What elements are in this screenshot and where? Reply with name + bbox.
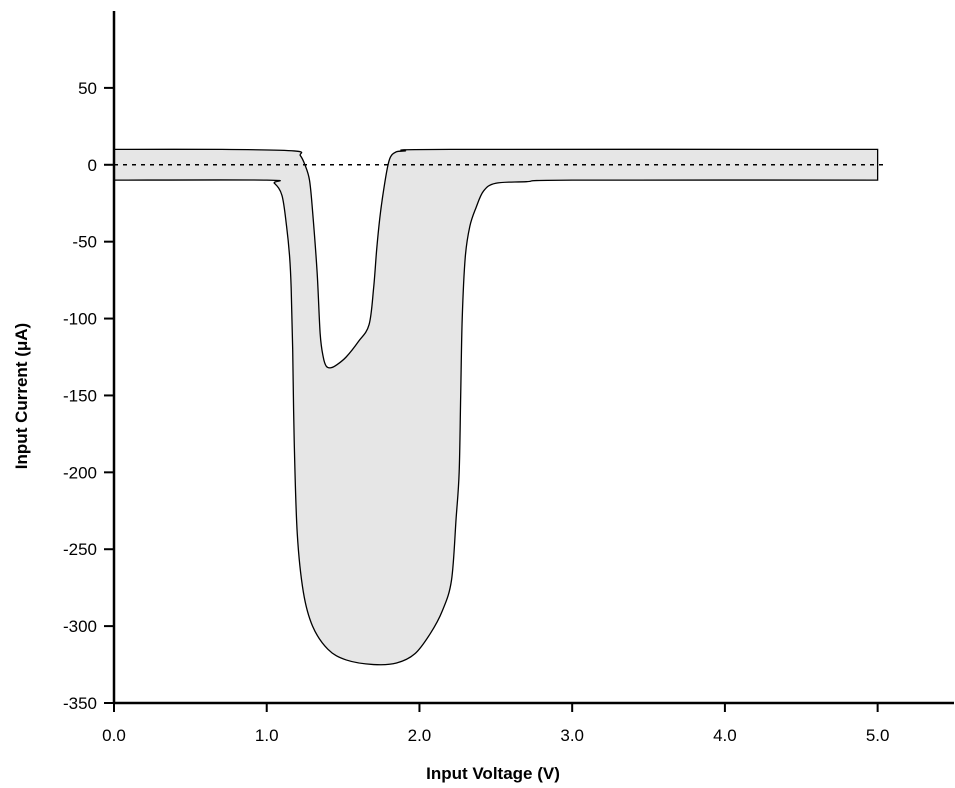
y-tick-label: 50 (78, 79, 97, 98)
y-tick-label: -150 (63, 386, 97, 405)
x-ticks: 0.0 1.0 2.0 3.0 4.0 5.0 (102, 703, 889, 745)
y-tick-label: -100 (63, 310, 97, 329)
x-tick-label: 5.0 (866, 726, 890, 745)
y-tick-label: -300 (63, 617, 97, 636)
x-tick-label: 2.0 (408, 726, 432, 745)
y-tick-label: -350 (63, 694, 97, 713)
x-tick-label: 4.0 (713, 726, 737, 745)
y-tick-label: -200 (63, 463, 97, 482)
x-tick-label: 3.0 (560, 726, 584, 745)
current-band-fill (113, 148, 879, 666)
y-ticks: 50 0 -50 -100 -150 -200 -250 -300 -350 (63, 79, 114, 713)
x-axis-label: Input Voltage (V) (426, 764, 560, 783)
y-tick-label: -250 (63, 540, 97, 559)
x-tick-label: 1.0 (255, 726, 279, 745)
y-tick-label: -50 (72, 233, 97, 252)
y-tick-label: 0 (88, 156, 97, 175)
y-axis-label: Input Current (μA) (12, 323, 31, 469)
x-tick-label: 0.0 (102, 726, 126, 745)
